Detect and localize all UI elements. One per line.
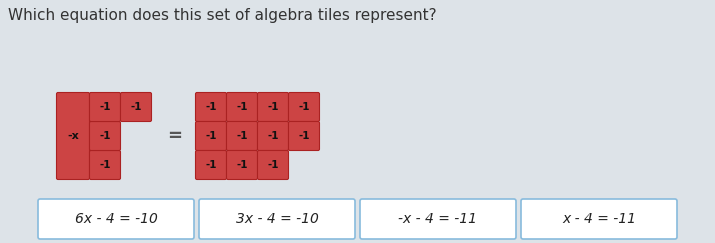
FancyBboxPatch shape (288, 122, 320, 150)
Text: -x - 4 = -11: -x - 4 = -11 (398, 212, 478, 226)
FancyBboxPatch shape (227, 122, 257, 150)
Text: -1: -1 (205, 160, 217, 170)
Text: -1: -1 (267, 131, 279, 141)
Text: -1: -1 (99, 160, 111, 170)
FancyBboxPatch shape (195, 150, 227, 180)
Text: Which equation does this set of algebra tiles represent?: Which equation does this set of algebra … (8, 8, 437, 23)
Text: -1: -1 (205, 131, 217, 141)
Text: 3x - 4 = -10: 3x - 4 = -10 (235, 212, 318, 226)
Text: -1: -1 (236, 131, 248, 141)
FancyBboxPatch shape (199, 199, 355, 239)
Text: -1: -1 (99, 131, 111, 141)
Text: -x: -x (67, 131, 79, 141)
FancyBboxPatch shape (360, 199, 516, 239)
Text: -1: -1 (267, 160, 279, 170)
FancyBboxPatch shape (195, 122, 227, 150)
FancyBboxPatch shape (89, 93, 121, 122)
FancyBboxPatch shape (521, 199, 677, 239)
Text: -1: -1 (99, 102, 111, 112)
FancyBboxPatch shape (257, 150, 288, 180)
FancyBboxPatch shape (121, 93, 152, 122)
Text: -1: -1 (298, 102, 310, 112)
FancyBboxPatch shape (257, 93, 288, 122)
FancyBboxPatch shape (288, 93, 320, 122)
FancyBboxPatch shape (89, 150, 121, 180)
Text: -1: -1 (267, 102, 279, 112)
Text: -1: -1 (205, 102, 217, 112)
FancyBboxPatch shape (227, 93, 257, 122)
Text: =: = (167, 127, 182, 145)
Text: -1: -1 (236, 160, 248, 170)
FancyBboxPatch shape (38, 199, 194, 239)
Text: -1: -1 (236, 102, 248, 112)
Text: -1: -1 (298, 131, 310, 141)
FancyBboxPatch shape (257, 122, 288, 150)
FancyBboxPatch shape (195, 93, 227, 122)
Text: 6x - 4 = -10: 6x - 4 = -10 (74, 212, 157, 226)
FancyBboxPatch shape (227, 150, 257, 180)
FancyBboxPatch shape (56, 93, 89, 180)
Text: x - 4 = -11: x - 4 = -11 (562, 212, 636, 226)
FancyBboxPatch shape (89, 122, 121, 150)
Text: -1: -1 (130, 102, 142, 112)
